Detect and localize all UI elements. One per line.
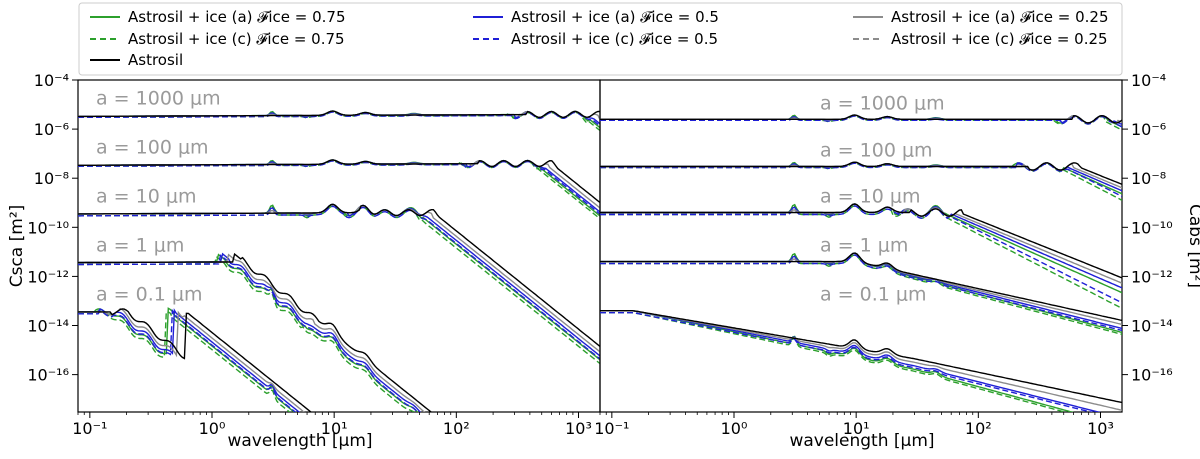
y-tick-label-right-5: 10⁻⁶ (1131, 120, 1166, 139)
series-line-left-a2-blue-c (78, 205, 600, 360)
series-line-left-a4-blue-a (78, 308, 301, 412)
size-label-left-4: a = 0.1 μm (96, 284, 203, 306)
size-label-left-1: a = 100 μm (96, 136, 209, 158)
series-line-right-a4-blue-a (600, 310, 1102, 412)
series-line-right-a3-astrosil (600, 252, 1122, 322)
series-line-left-a4-grey-a (78, 307, 305, 412)
size-label-left-3: a = 1 μm (96, 235, 184, 257)
y-tick-label-left-4: 10⁻⁸ (34, 169, 69, 188)
y-axis-label-right: Cabs [m²] (1185, 204, 1200, 288)
series-line-left-a1-blue-c (78, 160, 600, 215)
series-line-right-a4-green-a (600, 310, 1075, 412)
series-line-right-a3-blue-c (600, 254, 1122, 332)
series-line-left-a4-green-c (78, 310, 291, 412)
series-line-right-a4-blue-c (600, 312, 1094, 412)
legend-label-blue-c: Astrosil + ice (c) 𝓕ice = 0.5 (511, 30, 718, 48)
x-tick-label-left-2: 10¹ (321, 419, 348, 438)
legend-label-grey-c: Astrosil + ice (c) 𝓕ice = 0.25 (891, 30, 1108, 48)
x-tick-label-right-0: 10⁻¹ (594, 419, 629, 438)
y-tick-label-right-0: 10⁻¹⁶ (1131, 366, 1173, 385)
x-tick-label-left-3: 10² (443, 419, 470, 438)
legend-label-green-a: Astrosil + ice (a) 𝓕ice = 0.75 (128, 8, 346, 26)
legend-label-astrosil: Astrosil (128, 51, 183, 69)
y-tick-label-right-2: 10⁻¹² (1131, 267, 1173, 286)
curves-left (78, 110, 600, 412)
size-labels-right: a = 1000 μm a = 100 μm a = 10 μm a = 1 μm a … (820, 92, 945, 305)
curves-right (600, 114, 1122, 412)
x-tick-label-left-0: 10⁻¹ (72, 419, 107, 438)
legend-label-grey-a: Astrosil + ice (a) 𝓕ice = 0.25 (891, 8, 1109, 26)
y-tick-label-left-5: 10⁻⁶ (34, 120, 69, 139)
size-label-left-0: a = 1000 μm (96, 87, 221, 109)
x-axis-label-right: wavelength [μm] (789, 431, 934, 451)
series-line-left-a4-green-a (78, 307, 296, 412)
legend: Astrosil + ice (a) 𝓕ice = 0.75 Astrosil … (78, 2, 1123, 76)
ticks-right: 10⁻¹ 10⁰ 10¹ 10² 10³ 10⁻¹⁶ 10⁻¹⁴ 10⁻¹² 10⁻¹⁰ 10⁻⁸… (594, 71, 1172, 438)
series-line-left-a0-astrosil (78, 110, 600, 119)
x-tick-label-right-3: 10² (965, 419, 992, 438)
series-line-right-a1-blue-c (600, 162, 1122, 198)
x-tick-label-right-1: 10⁰ (721, 419, 748, 438)
legend-frame (78, 2, 1123, 76)
size-label-right-2: a = 10 μm (820, 186, 920, 208)
y-axis-label-left: Csca [m²] (7, 205, 27, 288)
x-tick-label-left-4: 10³ (565, 419, 592, 438)
y-tick-label-right-1: 10⁻¹⁴ (1131, 317, 1173, 336)
y-tick-label-right-3: 10⁻¹⁰ (1131, 218, 1173, 237)
series-line-left-a4-astrosil (78, 308, 313, 412)
size-label-right-0: a = 1000 μm (820, 92, 945, 114)
y-tick-label-left-1: 10⁻¹⁴ (27, 317, 69, 336)
x-axis-label-left: wavelength [μm] (227, 431, 372, 451)
size-label-left-2: a = 10 μm (96, 186, 196, 208)
y-tick-label-left-0: 10⁻¹⁶ (27, 366, 69, 385)
series-line-left-a2-astrosil (78, 203, 600, 347)
series-line-right-a4-astrosil (600, 310, 1122, 404)
legend-label-blue-a: Astrosil + ice (a) 𝓕ice = 0.5 (511, 8, 719, 26)
y-tick-label-right-6: 10⁻⁴ (1131, 71, 1166, 90)
series-line-right-a0-blue-c (600, 115, 1122, 128)
x-tick-label-right-2: 10¹ (843, 419, 870, 438)
size-label-right-3: a = 1 μm (820, 235, 908, 257)
legend-label-green-c: Astrosil + ice (c) 𝓕ice = 0.75 (128, 30, 345, 48)
y-tick-label-left-3: 10⁻¹⁰ (27, 218, 69, 237)
size-label-right-4: a = 0.1 μm (820, 284, 927, 306)
series-line-left-a3-astrosil (78, 252, 433, 412)
size-label-right-1: a = 100 μm (820, 139, 933, 161)
ticks-left: 10⁻¹ 10⁰ 10¹ 10² 10³ 10⁻¹⁶ 10⁻¹⁴ 10⁻¹² 10⁻¹⁰ 10⁻⁸… (27, 71, 592, 438)
y-tick-label-right-4: 10⁻⁸ (1131, 169, 1166, 188)
series-line-left-a0-blue-c (78, 111, 600, 127)
series-line-right-a0-astrosil (600, 114, 1122, 124)
y-tick-label-left-2: 10⁻¹² (27, 267, 69, 286)
y-tick-label-left-6: 10⁻⁴ (34, 71, 69, 90)
series-line-right-a4-green-c (600, 312, 1068, 412)
size-labels-left: a = 1000 μm a = 100 μm a = 10 μm a = 1 μm a … (96, 87, 221, 305)
series-line-left-a1-astrosil (78, 159, 600, 204)
series-line-left-a2-grey-a (78, 203, 600, 353)
panel-absorption: 10⁻¹ 10⁰ 10¹ 10² 10³ 10⁻¹⁶ 10⁻¹⁴ 10⁻¹² 10⁻¹⁰ 10⁻⁸… (594, 71, 1200, 451)
series-line-right-a4-grey-a (600, 310, 1122, 411)
axes-frame-right (599, 79, 1123, 413)
series-line-right-a2-astrosil (600, 203, 1122, 279)
x-tick-label-left-1: 10⁰ (199, 419, 226, 438)
panel-scattering: 10⁻¹ 10⁰ 10¹ 10² 10³ 10⁻¹⁶ 10⁻¹⁴ 10⁻¹² 10⁻¹⁰ 10⁻⁸… (7, 71, 601, 451)
series-line-left-a3-blue-c (78, 254, 419, 412)
series-line-right-a2-blue-c (600, 205, 1122, 304)
x-tick-label-right-4: 10³ (1087, 419, 1114, 438)
series-line-right-a1-astrosil (600, 161, 1122, 185)
